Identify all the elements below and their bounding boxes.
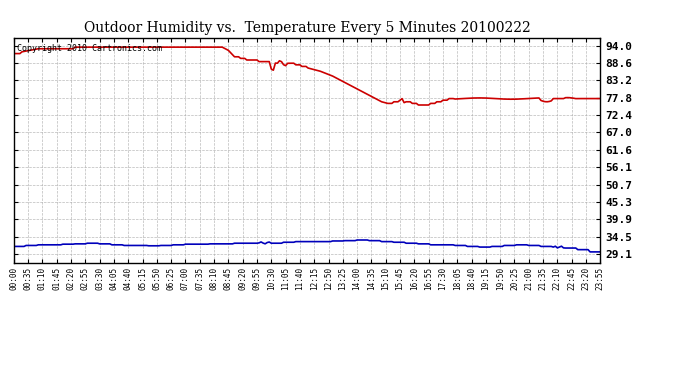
Title: Outdoor Humidity vs.  Temperature Every 5 Minutes 20100222: Outdoor Humidity vs. Temperature Every 5…	[83, 21, 531, 35]
Text: Copyright 2010 Cartronics.com: Copyright 2010 Cartronics.com	[17, 44, 161, 53]
